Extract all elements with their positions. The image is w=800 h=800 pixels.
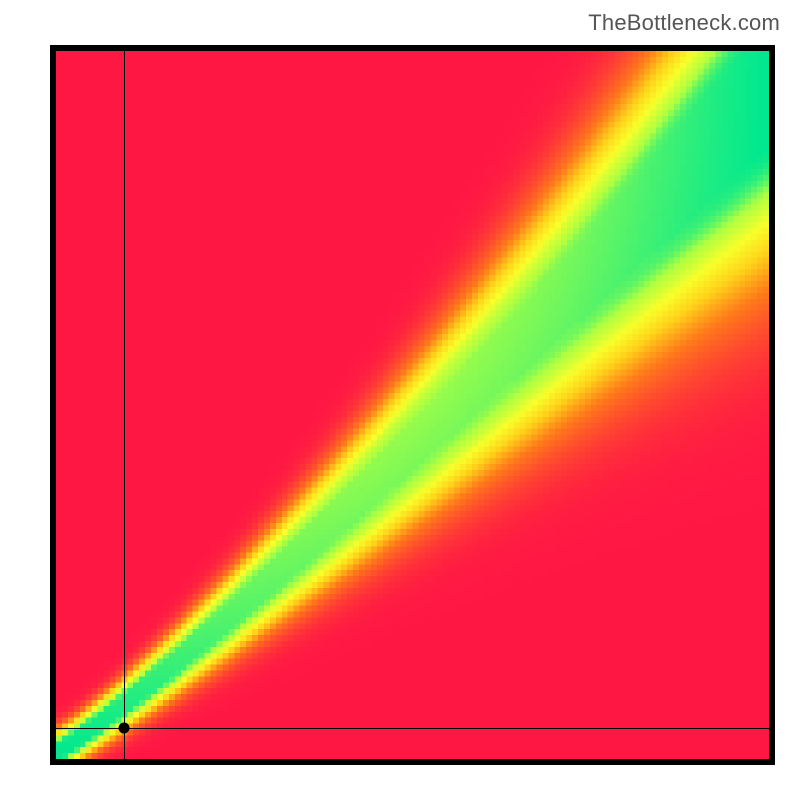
heatmap-canvas xyxy=(56,51,769,759)
horizontal-axis-reference-line xyxy=(56,728,769,729)
plot-area xyxy=(56,51,769,759)
plot-frame xyxy=(50,45,775,765)
vertical-axis-reference-line xyxy=(124,51,125,759)
watermark-text: TheBottleneck.com xyxy=(588,10,780,36)
selected-point-marker xyxy=(118,722,129,733)
